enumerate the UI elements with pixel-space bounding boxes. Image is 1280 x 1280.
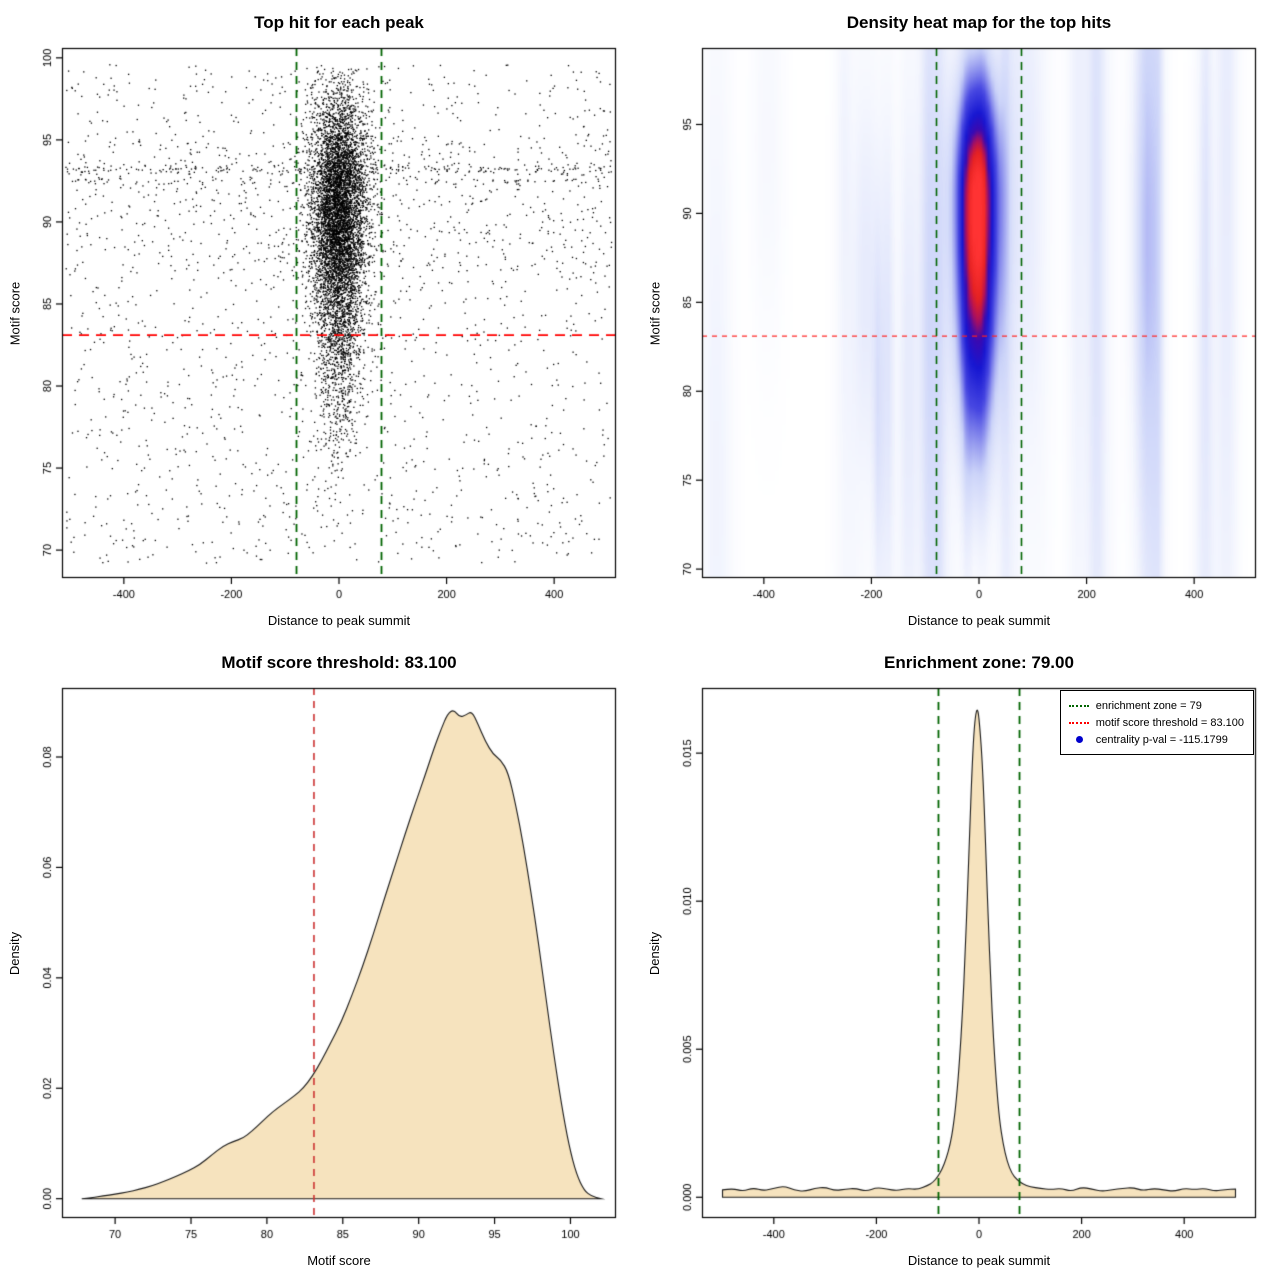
- heatmap-canvas: [640, 0, 1280, 640]
- panel-title: Enrichment zone: 79.00: [884, 653, 1074, 672]
- y-axis-label: Motif score: [647, 281, 663, 345]
- motif-threshold-line-marker: [1068, 721, 1089, 724]
- panel-title: Density heat map for the top hits: [846, 13, 1112, 32]
- centrality-pval-dot-marker: [1075, 736, 1083, 743]
- legend-label: motif score threshold = 83.100: [1095, 716, 1244, 729]
- panel-title: Motif score threshold: 83.100: [221, 653, 457, 672]
- panel-title: Top hit for each peak: [254, 13, 424, 32]
- panel-enrichment-zone-density: Enrichment zone: 79.00 Density Distance …: [640, 640, 1280, 1280]
- panel-density-heatmap: Density heat map for the top hits Motif …: [640, 0, 1280, 640]
- legend-label: centrality p-val = -115.1799: [1095, 733, 1228, 746]
- motif-density-canvas: [0, 640, 640, 1280]
- y-axis-label-wrap: Motif score: [2, 48, 28, 578]
- panel-top-hit-scatter: Top hit for each peak Motif score Distan…: [0, 0, 640, 640]
- x-axis-label: Distance to peak summit: [907, 613, 1051, 628]
- y-axis-label-wrap: Density: [642, 688, 668, 1218]
- scatter-plot-canvas: [0, 0, 640, 640]
- y-axis-label-wrap: Density: [2, 688, 28, 1218]
- legend-item-motif-threshold: motif score threshold = 83.100: [1068, 714, 1244, 731]
- x-axis-label: Motif score: [307, 1253, 371, 1268]
- x-axis-label: Distance to peak summit: [267, 613, 411, 628]
- legend-item-centrality-pval: centrality p-val = -115.1799: [1069, 731, 1244, 748]
- legend-item-enrichment-zone: enrichment zone = 79: [1068, 697, 1244, 714]
- x-axis-label: Distance to peak summit: [907, 1253, 1051, 1268]
- panel-motif-score-density: Motif score threshold: 83.100 Density Mo…: [0, 640, 640, 1280]
- legend: enrichment zone = 79 motif score thresho…: [1059, 690, 1254, 755]
- y-axis-label-wrap: Motif score: [642, 48, 668, 578]
- y-axis-label: Density: [647, 931, 663, 975]
- y-axis-label: Density: [7, 931, 23, 975]
- enrichment-zone-line-marker: [1068, 704, 1089, 707]
- y-axis-label: Motif score: [7, 281, 23, 345]
- legend-label: enrichment zone = 79: [1095, 699, 1202, 712]
